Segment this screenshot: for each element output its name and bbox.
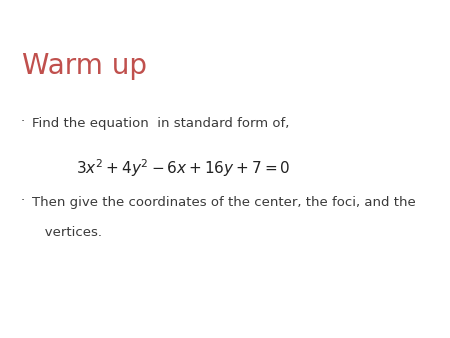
Text: ·: · xyxy=(20,115,24,128)
Text: Then give the coordinates of the center, the foci, and the: Then give the coordinates of the center,… xyxy=(32,196,415,209)
Text: vertices.: vertices. xyxy=(32,226,102,239)
Text: Warm up: Warm up xyxy=(22,52,148,80)
Text: ·: · xyxy=(20,194,24,207)
Text: $3x^2+4y^2-6x+16y+7=0$: $3x^2+4y^2-6x+16y+7=0$ xyxy=(76,157,291,179)
Text: Find the equation  in standard form of,: Find the equation in standard form of, xyxy=(32,117,289,129)
